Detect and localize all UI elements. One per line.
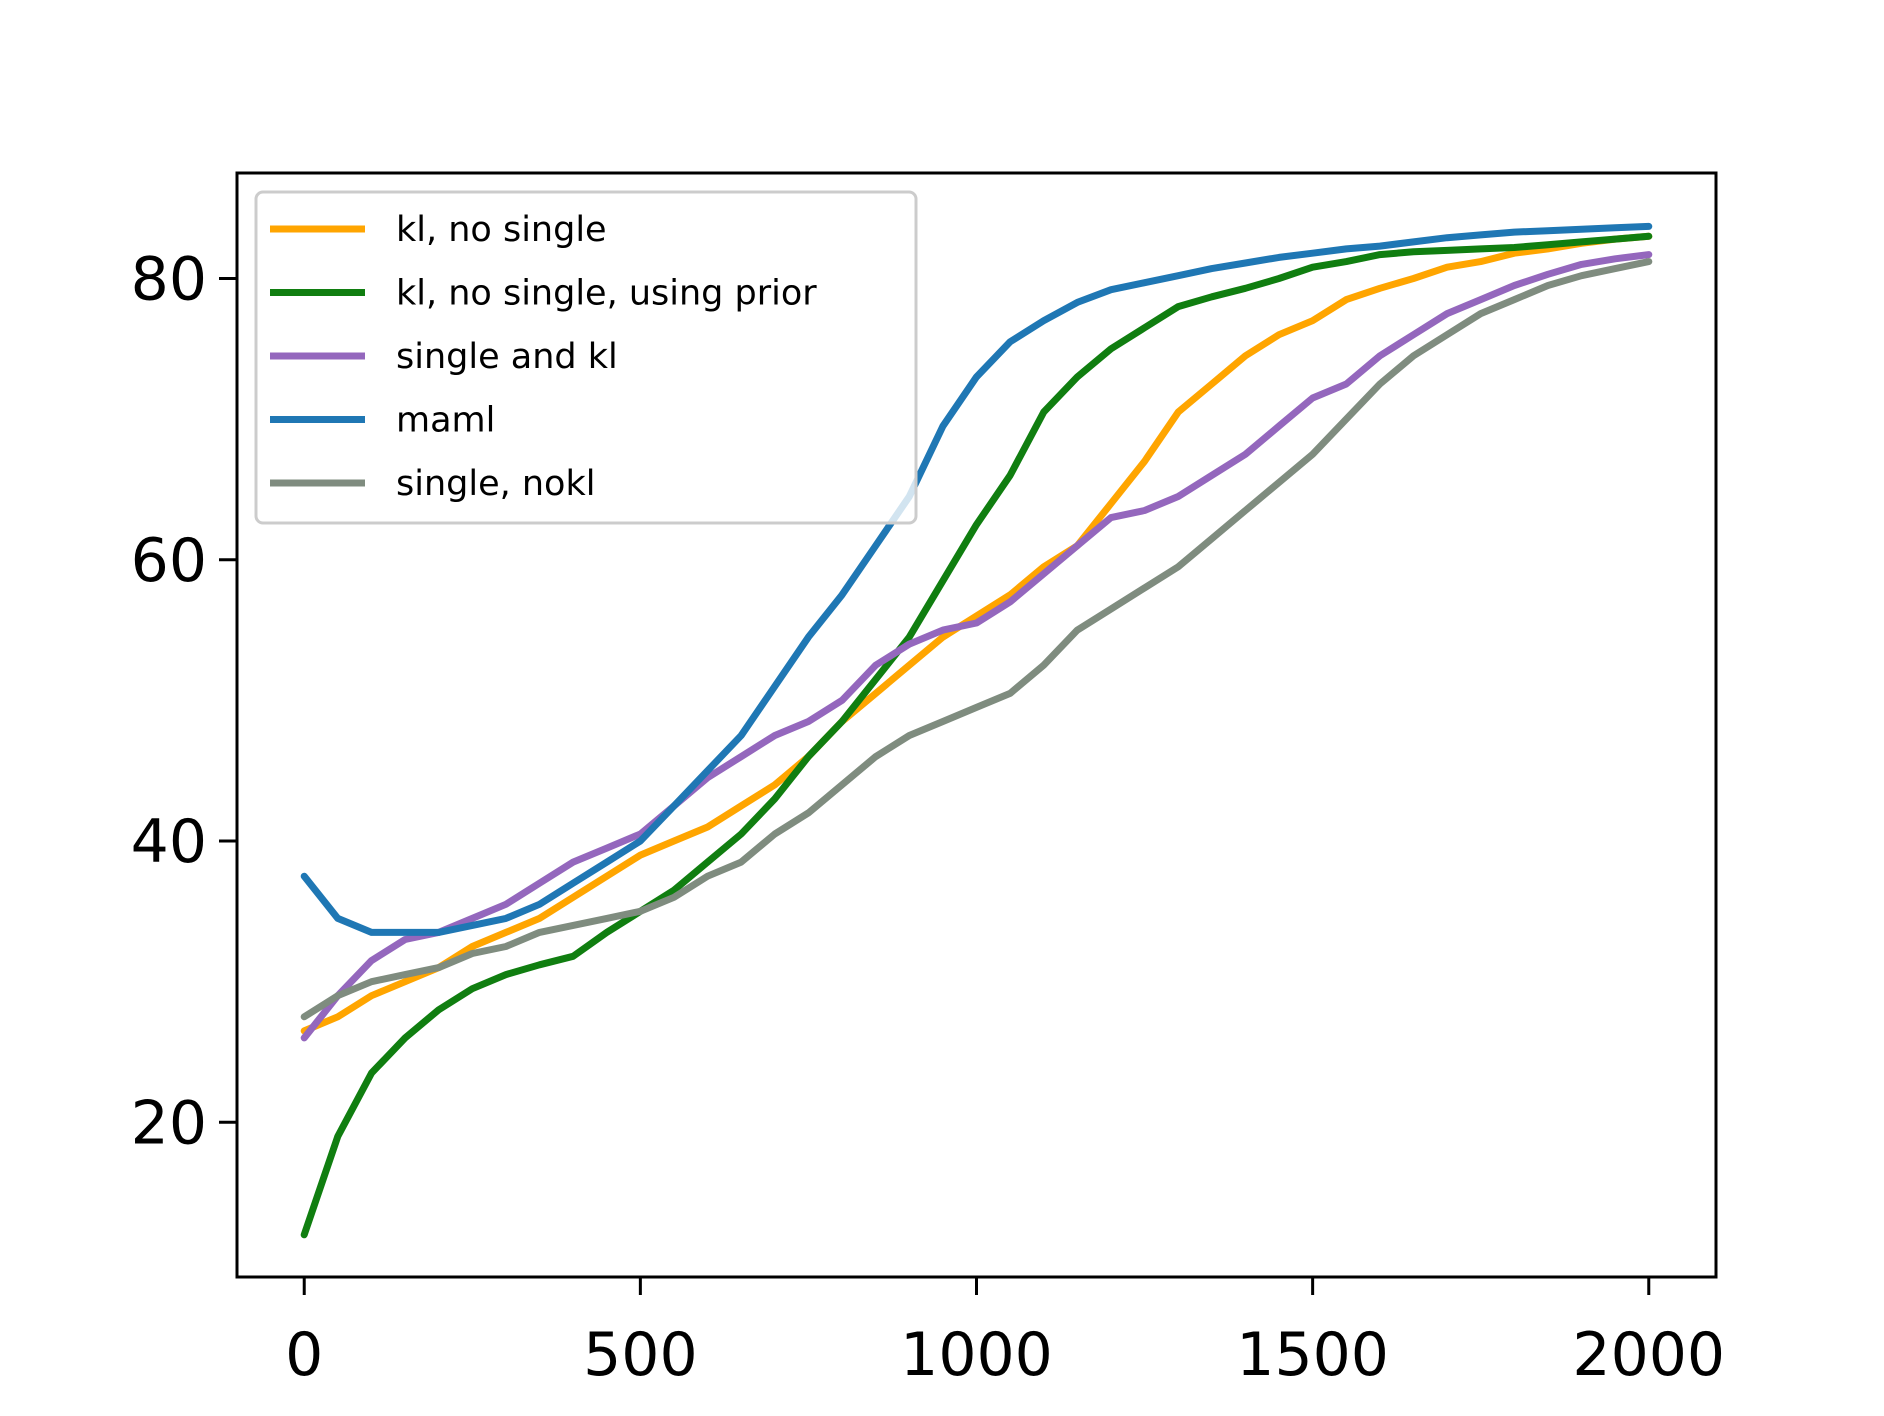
legend-label-single-and-kl: single and kl	[396, 337, 618, 377]
series-line-kl-no-single-using-prior	[300, 232, 1653, 1239]
y-tick-label: 80	[131, 244, 207, 314]
x-tick-label: 1000	[900, 1320, 1053, 1390]
series-line-maml	[300, 222, 1653, 936]
x-tick-label: 0	[285, 1320, 323, 1390]
legend-label-single-nokl: single, nokl	[396, 464, 595, 504]
x-tick-label: 500	[583, 1320, 698, 1390]
x-tick-label: 2000	[1572, 1320, 1725, 1390]
y-axis: 20 40 60 80	[131, 244, 237, 1158]
x-axis: 0 500 1000 1500 2000	[285, 1277, 1725, 1390]
x-tick-label: 1500	[1236, 1320, 1389, 1390]
y-tick-label: 20	[131, 1088, 207, 1158]
legend-label-kl-no-single: kl, no single	[396, 210, 607, 250]
legend: kl, no single kl, no single, using prior s…	[254, 190, 918, 525]
legend-label-kl-no-single-using-prior: kl, no single, using prior	[396, 274, 817, 314]
series-line-single-nokl	[300, 258, 1653, 1021]
y-tick-label: 40	[131, 807, 207, 877]
series-group	[300, 222, 1653, 1239]
legend-frame	[254, 190, 918, 525]
legend-label-maml: maml	[396, 401, 495, 441]
y-tick-label: 60	[131, 526, 207, 596]
series-line-single-and-kl	[300, 251, 1653, 1042]
series-line-kl-no-single	[300, 232, 1653, 1035]
